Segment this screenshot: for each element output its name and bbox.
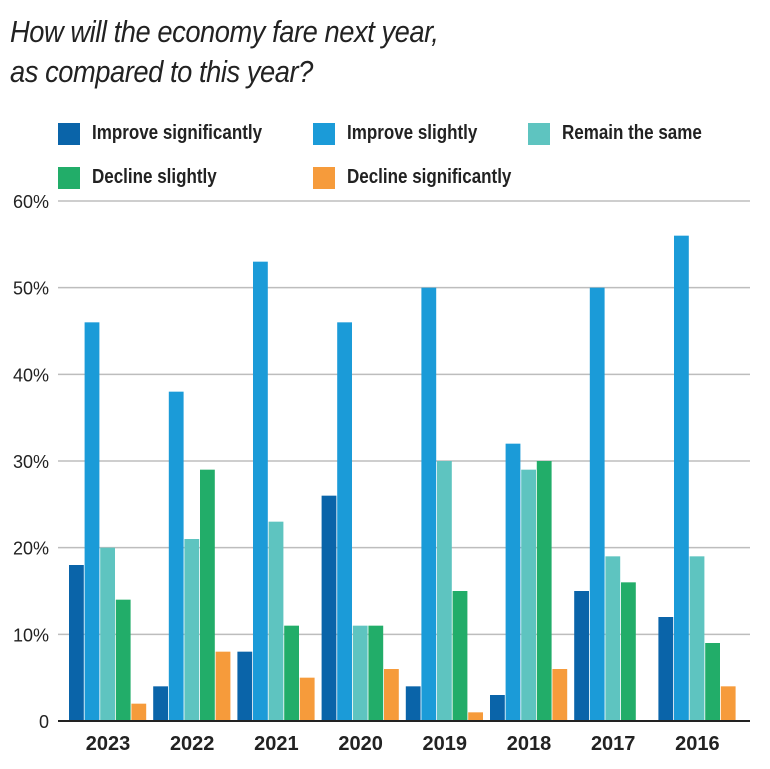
bar (115, 599, 131, 721)
bar (153, 686, 168, 721)
bar (352, 625, 368, 721)
bar (521, 469, 536, 721)
x-tick-label: 2021 (254, 733, 299, 755)
bar (468, 712, 483, 721)
y-tick-label: 50% (13, 279, 49, 299)
legend-swatch (313, 122, 335, 145)
legend-swatch (58, 122, 80, 145)
bar (69, 565, 84, 721)
legend-swatch (528, 122, 550, 145)
legend-item: Remain the same (528, 122, 727, 145)
bar (674, 235, 689, 721)
bar (689, 556, 705, 721)
bar (658, 617, 674, 721)
bar (84, 322, 100, 721)
bar (421, 287, 437, 721)
bar (253, 261, 268, 721)
bar (215, 651, 231, 721)
x-tick-label: 2019 (423, 733, 468, 755)
bar (131, 703, 147, 721)
bar (505, 443, 521, 721)
legend-label: Improve slightly (347, 122, 478, 144)
bar (200, 469, 215, 721)
x-tick-label: 2023 (86, 733, 131, 755)
bar (337, 322, 352, 721)
bar (589, 287, 605, 721)
bar (705, 643, 720, 721)
bar (299, 677, 315, 721)
x-tick-label: 2022 (170, 733, 215, 755)
y-tick-label: 0 (39, 712, 49, 732)
bar (384, 669, 399, 721)
legend-swatch (58, 166, 80, 189)
bar (552, 669, 568, 721)
chart-title: How will the economy fare next year, as … (10, 12, 538, 92)
legend-label: Decline slightly (92, 166, 217, 188)
x-tick-label: 2016 (675, 733, 720, 755)
bar (168, 391, 184, 721)
legend-item: Decline significantly (313, 166, 540, 189)
bar (536, 461, 552, 721)
bar (490, 695, 505, 721)
legend-label: Improve significantly (92, 122, 263, 144)
x-tick-label: 2018 (507, 733, 552, 755)
legend-item: Improve slightly (313, 122, 500, 145)
bar (621, 582, 636, 721)
y-tick-label: 40% (13, 365, 49, 385)
bar (574, 591, 589, 721)
bar (720, 686, 736, 721)
bar (184, 539, 200, 721)
bar (268, 521, 284, 721)
bar (100, 547, 115, 721)
legend-label: Remain the same (562, 122, 702, 144)
legend-swatch (313, 166, 335, 189)
x-tick-label: 2020 (338, 733, 383, 755)
bar (321, 495, 337, 721)
legend-item: Improve significantly (58, 122, 292, 145)
bar (284, 625, 299, 721)
title-line-1: How will the economy fare next year, (10, 14, 439, 49)
bar (437, 461, 452, 721)
legend-label: Decline significantly (347, 166, 512, 188)
bar (368, 625, 384, 721)
bar (605, 556, 621, 721)
y-tick-label: 30% (13, 452, 49, 472)
bar (452, 591, 468, 721)
x-tick-label: 2017 (591, 733, 636, 755)
bar (237, 651, 253, 721)
y-tick-label: 60% (13, 192, 49, 212)
y-tick-label: 20% (13, 539, 49, 559)
y-tick-label: 10% (13, 625, 49, 645)
legend-item: Decline slightly (58, 166, 239, 189)
title-line-2: as compared to this year? (10, 54, 313, 89)
bar (405, 686, 421, 721)
